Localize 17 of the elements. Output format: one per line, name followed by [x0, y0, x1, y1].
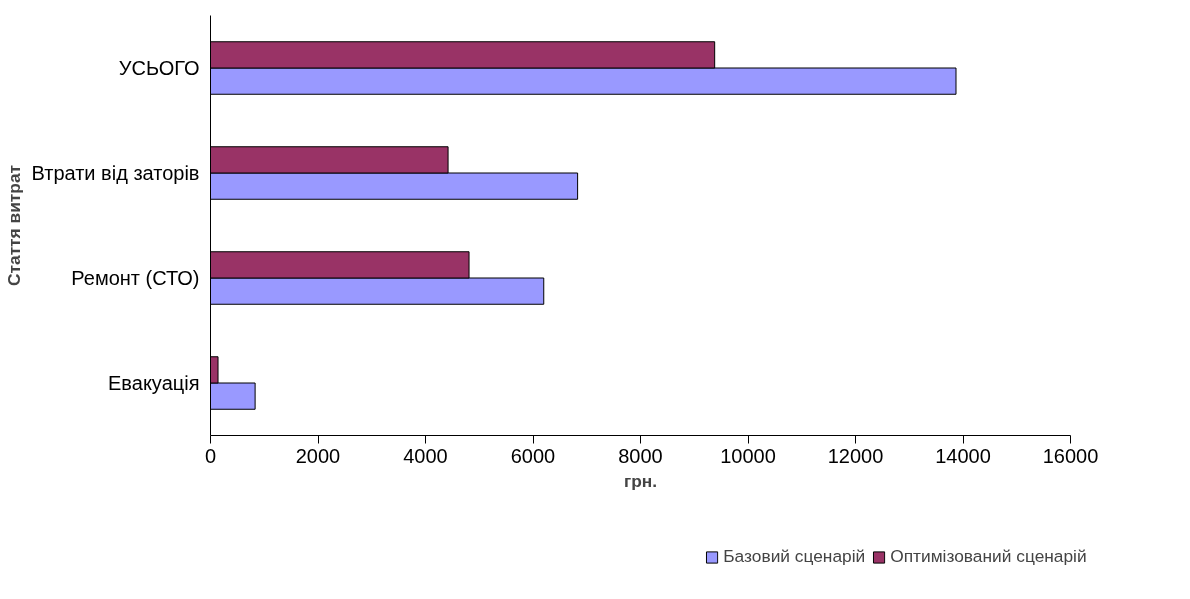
x-tick-label: 0	[204, 444, 217, 467]
y-tick-label: Евакуація	[108, 372, 200, 394]
y-tick-label: Ремонт (СТО)	[71, 267, 200, 289]
x-tick-label: 12000	[827, 444, 884, 467]
legend-label: Оптимізований сценарій	[890, 546, 1087, 567]
x-tick-label: 8000	[618, 444, 663, 467]
x-tick-label: 2000	[295, 444, 341, 467]
x-tick-label: 10000	[720, 444, 776, 467]
x-axis-title: грн.	[623, 470, 658, 491]
y-tick-label: УСЬОГО	[118, 57, 200, 79]
x-tick-label: 4000	[403, 444, 448, 467]
legend-label: Базовий сценарій	[723, 546, 866, 567]
y-tick-label: Втрати від заторів	[31, 162, 200, 184]
x-tick-label: 14000	[935, 444, 991, 467]
y-axis-title: Стаття витрат	[3, 164, 24, 287]
x-tick-label: 16000	[1042, 444, 1099, 467]
x-tick-label: 6000	[510, 444, 556, 467]
